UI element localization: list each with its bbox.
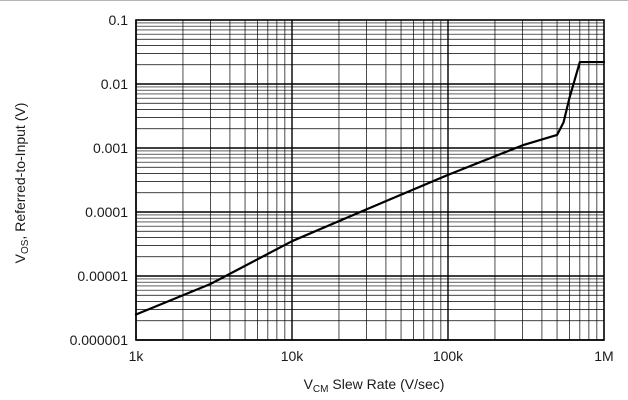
x-axis-label-sub: CM xyxy=(313,384,329,395)
y-axis-label-sub: OS xyxy=(20,239,31,254)
minor-gridlines xyxy=(136,20,604,340)
y-axis-label-main: V xyxy=(12,253,28,263)
plot-frame xyxy=(135,19,605,341)
x-tick-labels: 1k 10k 100k 1M xyxy=(129,348,614,364)
y-axis-label-rest: , Referred-to-Input (V) xyxy=(12,103,28,240)
x-axis-label-main: V xyxy=(304,376,314,392)
y-tick-labels: 0.1 0.01 0.001 0.0001 0.00001 0.000001 xyxy=(70,12,129,348)
y-tick-label: 0.001 xyxy=(93,140,128,156)
y-tick-label: 0.01 xyxy=(101,76,128,92)
x-tick-label: 1k xyxy=(129,348,145,364)
x-axis-label: VCM Slew Rate (V/sec) xyxy=(304,376,445,395)
series-line xyxy=(134,60,606,316)
y-tick-label: 0.00001 xyxy=(77,268,128,284)
x-axis-label-rest: Slew Rate (V/sec) xyxy=(328,376,444,392)
y-tick-label: 0.0001 xyxy=(85,204,128,220)
x-tick-label: 1M xyxy=(594,348,613,364)
y-axis-label: VOS, Referred-to-Input (V) xyxy=(12,103,31,264)
y-tick-label: 0.1 xyxy=(109,12,129,28)
top-rule xyxy=(0,0,628,1)
major-gridlines xyxy=(135,20,604,341)
y-tick-label: 0.000001 xyxy=(70,332,129,348)
series-layer xyxy=(134,60,606,316)
x-tick-label: 10k xyxy=(281,348,305,364)
x-tick-label: 100k xyxy=(433,348,464,364)
